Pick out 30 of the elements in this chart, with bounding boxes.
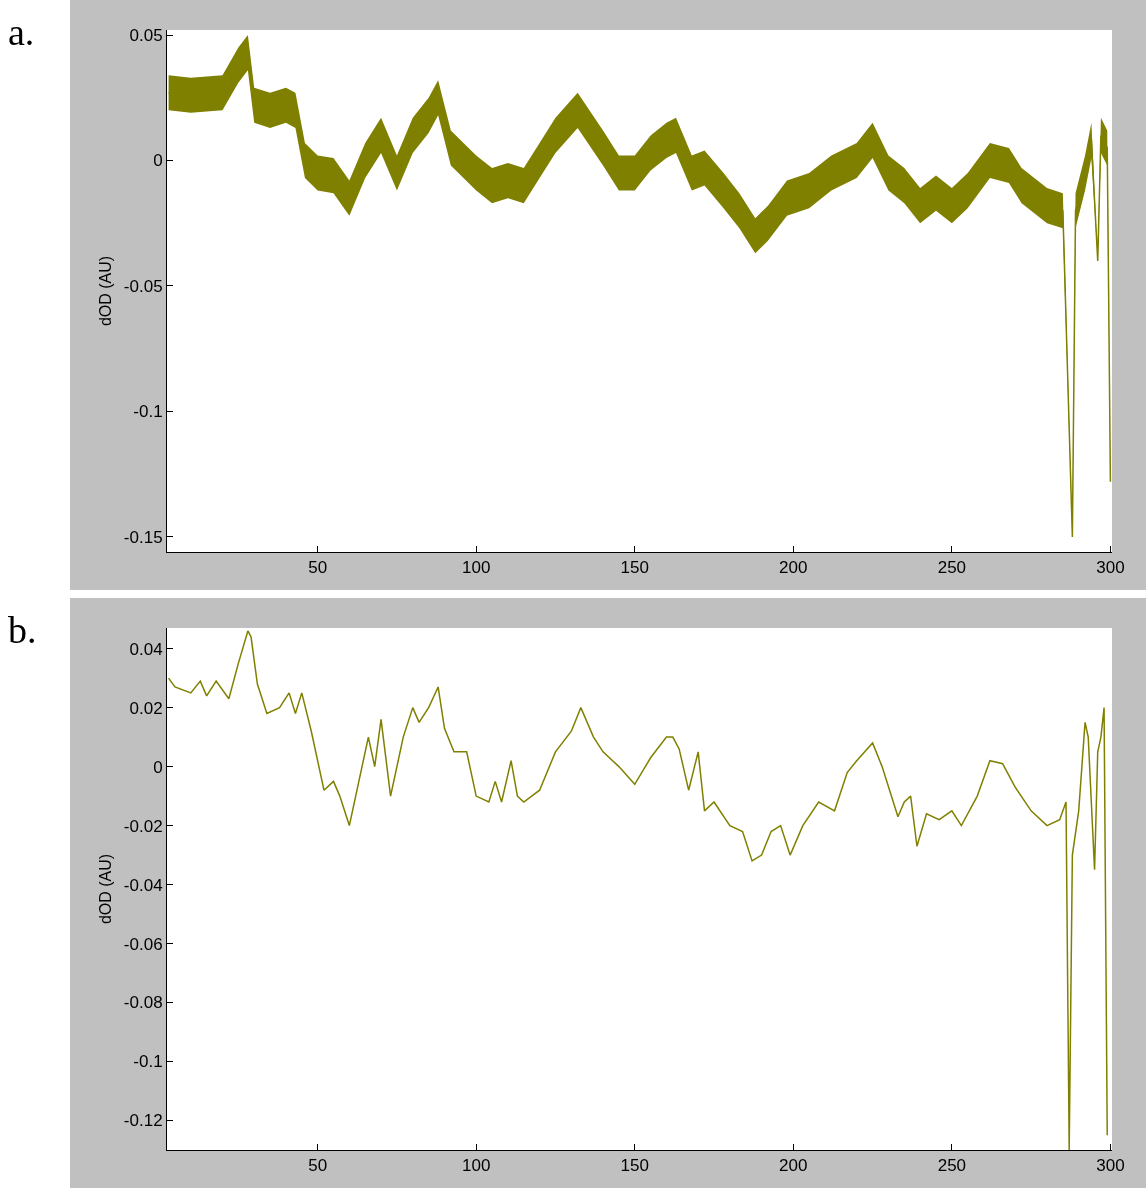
x-tick-label: 150 xyxy=(620,1156,649,1176)
x-tick-label: 50 xyxy=(308,1156,328,1176)
y-tick-label: 0.02 xyxy=(129,698,163,718)
x-tick-label: 300 xyxy=(1096,1156,1125,1176)
x-tick-label: 100 xyxy=(462,1156,491,1176)
text: a. xyxy=(8,10,35,54)
x-tick-label: 250 xyxy=(937,1156,967,1176)
x-tick-label: 50 xyxy=(308,558,328,578)
y-tick-label: -0.1 xyxy=(133,1052,163,1072)
x-tick-label: 100 xyxy=(462,558,491,578)
text: b. xyxy=(8,608,37,652)
y-tick-label: 0.05 xyxy=(129,25,163,45)
y-axis-title: dOD (AU) xyxy=(96,853,114,925)
y-tick-label: -0.08 xyxy=(123,993,163,1013)
y-axis-title: dOD (AU) xyxy=(96,255,114,327)
y-tick-label: -0.06 xyxy=(123,934,163,954)
y-tick-label: -0.05 xyxy=(123,276,163,296)
y-tick-label: -0.1 xyxy=(133,402,163,422)
y-tick-label: -0.02 xyxy=(123,816,163,836)
x-tick-label: 300 xyxy=(1096,558,1125,578)
y-tick-label: -0.15 xyxy=(123,527,163,547)
y-tick-label: -0.12 xyxy=(123,1111,163,1131)
y-tick-label: 0 xyxy=(153,151,163,171)
y-tick-label: 0.04 xyxy=(129,639,163,659)
y-tick-label: -0.04 xyxy=(123,875,163,895)
x-tick-label: 150 xyxy=(620,558,649,578)
y-tick-label: 0 xyxy=(153,757,163,777)
x-tick-label: 250 xyxy=(937,558,967,578)
x-tick-label: 200 xyxy=(779,558,808,578)
x-tick-label: 200 xyxy=(779,1156,808,1176)
